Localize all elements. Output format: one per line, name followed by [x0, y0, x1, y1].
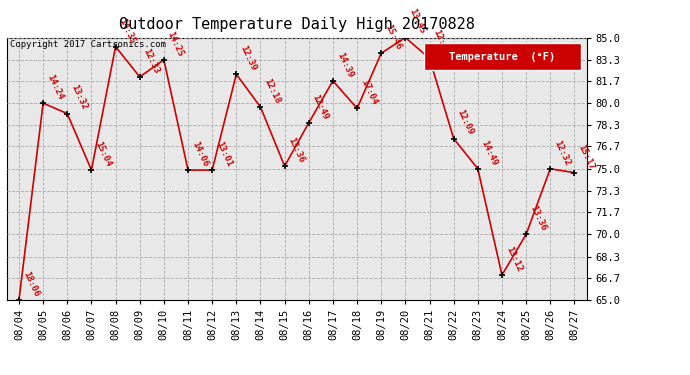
Text: 13:36: 13:36	[286, 136, 306, 164]
Text: 14:39: 14:39	[335, 51, 355, 79]
Text: Temperature  (°F): Temperature (°F)	[449, 51, 555, 62]
FancyBboxPatch shape	[424, 43, 581, 70]
Text: Copyright 2017 Cartronics.com: Copyright 2017 Cartronics.com	[10, 40, 166, 49]
Text: 13:32: 13:32	[69, 84, 89, 112]
Text: 13:45: 13:45	[407, 8, 427, 36]
Text: 14:49: 14:49	[480, 139, 500, 167]
Text: 15:04: 15:04	[93, 140, 113, 168]
Text: 15:46: 15:46	[383, 23, 403, 51]
Text: 14:35: 14:35	[117, 16, 137, 45]
Text: 13:01: 13:01	[214, 140, 234, 168]
Text: 18:06: 18:06	[21, 270, 41, 298]
Text: 13:12: 13:12	[504, 245, 524, 273]
Text: 12:18: 12:18	[262, 77, 282, 105]
Text: 12:32: 12:32	[552, 139, 572, 167]
Text: 13:36: 13:36	[528, 204, 548, 232]
Text: 12:06: 12:06	[431, 28, 451, 57]
Text: 14:25: 14:25	[166, 30, 186, 58]
Text: 12:09: 12:09	[455, 108, 475, 136]
Text: Outdoor Temperature Daily High 20170828: Outdoor Temperature Daily High 20170828	[119, 17, 475, 32]
Text: 12:49: 12:49	[310, 93, 331, 121]
Text: 14:24: 14:24	[45, 73, 65, 101]
Text: 12:39: 12:39	[238, 44, 258, 72]
Text: 14:06: 14:06	[190, 140, 210, 168]
Text: 15:17: 15:17	[576, 142, 596, 171]
Text: 17:04: 17:04	[359, 78, 379, 106]
Text: 12:33: 12:33	[141, 47, 161, 75]
